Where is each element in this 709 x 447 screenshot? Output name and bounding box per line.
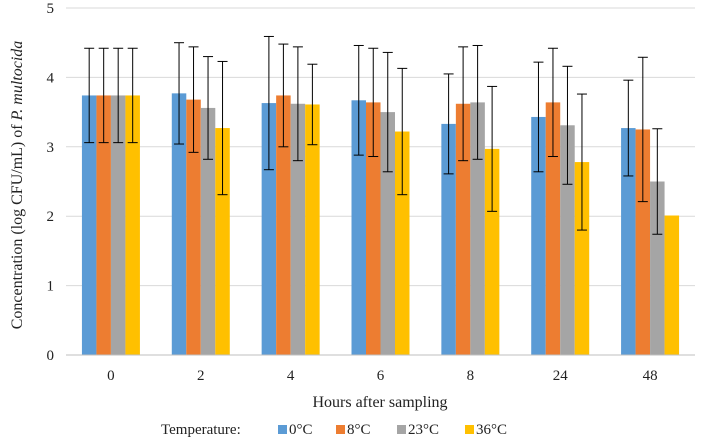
bar bbox=[200, 107, 216, 355]
legend-label: 36°C bbox=[476, 422, 507, 438]
legend-label: 0°C bbox=[289, 422, 313, 438]
x-tick-label: 4 bbox=[287, 368, 295, 384]
x-tick-label: 2 bbox=[197, 368, 205, 384]
bar bbox=[650, 181, 665, 355]
y-tick-label: 2 bbox=[47, 209, 55, 225]
y-axis-title: Concentration (log CFU/mL) of P. multoci… bbox=[9, 41, 26, 330]
legend: Temperature: 0°C 8°C 23°C 36°C bbox=[161, 422, 507, 438]
legend-swatch bbox=[278, 425, 287, 434]
y-tick-label: 3 bbox=[47, 140, 55, 156]
bar bbox=[366, 102, 381, 355]
bar bbox=[545, 102, 561, 355]
y-axis-ticks: 0 1 2 3 4 5 bbox=[47, 1, 55, 364]
bar bbox=[81, 95, 97, 355]
x-axis-ticks: 0 2 4 6 8 24 48 bbox=[107, 368, 657, 384]
bar bbox=[635, 129, 651, 355]
bar bbox=[290, 103, 306, 355]
error-bars bbox=[84, 35, 663, 235]
bar bbox=[395, 131, 410, 355]
legend-swatch bbox=[465, 425, 474, 434]
y-tick-label: 5 bbox=[47, 1, 55, 17]
x-axis-title: Hours after sampling bbox=[312, 394, 447, 411]
y-tick-label: 4 bbox=[47, 70, 55, 86]
bar bbox=[484, 148, 500, 355]
bar bbox=[470, 102, 485, 355]
bar bbox=[215, 128, 230, 355]
legend-label: 23°C bbox=[408, 422, 439, 438]
bar bbox=[560, 125, 575, 355]
bar bbox=[305, 104, 320, 355]
bars bbox=[81, 93, 680, 355]
legend-label: 8°C bbox=[347, 422, 371, 438]
legend-swatch bbox=[336, 425, 345, 434]
bar bbox=[664, 215, 680, 355]
bar bbox=[380, 112, 395, 355]
legend-title: Temperature: bbox=[161, 422, 241, 438]
bar bbox=[276, 95, 291, 355]
bar bbox=[531, 116, 546, 355]
bar bbox=[455, 103, 471, 355]
bar bbox=[621, 128, 636, 355]
x-tick-label: 0 bbox=[107, 368, 115, 384]
y-tick-label: 0 bbox=[47, 348, 55, 364]
x-tick-label: 8 bbox=[467, 368, 475, 384]
bar bbox=[351, 100, 366, 355]
x-tick-label: 6 bbox=[377, 368, 385, 384]
legend-swatch bbox=[397, 425, 406, 434]
y-tick-label: 1 bbox=[47, 279, 55, 295]
bar bbox=[96, 95, 111, 355]
bar bbox=[574, 162, 590, 355]
bar bbox=[261, 103, 277, 355]
bar bbox=[110, 95, 126, 355]
x-tick-label: 24 bbox=[553, 368, 569, 384]
bar bbox=[186, 99, 201, 355]
bar bbox=[441, 123, 456, 355]
x-tick-label: 48 bbox=[643, 368, 658, 384]
bar bbox=[171, 93, 187, 355]
bar bbox=[125, 95, 140, 355]
